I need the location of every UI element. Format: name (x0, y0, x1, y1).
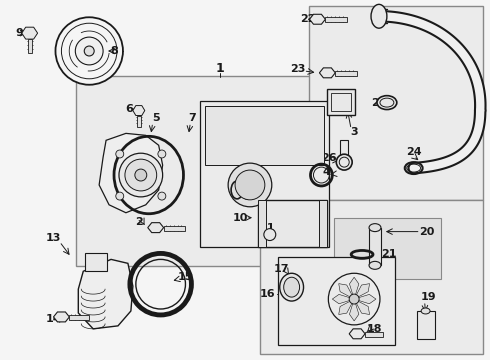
Circle shape (116, 192, 124, 200)
Text: 26: 26 (321, 153, 337, 163)
Ellipse shape (336, 154, 352, 170)
Bar (327, 89, 355, 114)
Text: 9: 9 (16, 28, 24, 38)
Bar (260, 200, 483, 354)
Text: 1: 1 (216, 62, 224, 75)
Bar (205, 105, 324, 165)
Bar (278, 257, 395, 345)
Text: 7: 7 (189, 113, 196, 123)
Bar (335, 71, 357, 76)
Polygon shape (319, 68, 335, 78)
Circle shape (75, 37, 103, 65)
Bar (365, 332, 383, 337)
Bar (70, 315, 89, 320)
Circle shape (158, 150, 166, 158)
Polygon shape (354, 284, 369, 299)
Text: 6: 6 (125, 104, 133, 113)
Bar (164, 226, 185, 231)
Polygon shape (354, 299, 369, 315)
Text: 12: 12 (230, 187, 246, 197)
Text: 4: 4 (322, 167, 330, 177)
Polygon shape (339, 299, 354, 315)
Text: 2: 2 (135, 217, 143, 227)
Text: 3: 3 (350, 127, 358, 138)
Polygon shape (349, 329, 365, 339)
Ellipse shape (371, 4, 387, 28)
Polygon shape (310, 14, 325, 24)
Text: 8: 8 (110, 46, 118, 56)
Text: 25: 25 (371, 98, 387, 108)
Bar (28, 39, 32, 53)
Ellipse shape (377, 96, 397, 109)
Text: 16: 16 (260, 289, 276, 299)
Bar (258, 200, 327, 247)
Circle shape (158, 192, 166, 200)
Bar (258, 200, 266, 247)
Polygon shape (349, 299, 359, 321)
Text: 22: 22 (300, 14, 315, 24)
Bar (310, 6, 483, 200)
Bar (340, 140, 348, 162)
Polygon shape (78, 260, 133, 329)
Ellipse shape (284, 277, 299, 297)
Circle shape (119, 153, 163, 197)
Polygon shape (99, 133, 163, 213)
Text: 18: 18 (366, 324, 382, 334)
Polygon shape (332, 294, 354, 304)
Polygon shape (133, 105, 145, 116)
Circle shape (349, 294, 359, 304)
Bar (76, 76, 359, 266)
Polygon shape (22, 27, 38, 39)
Bar (416, 311, 435, 339)
Ellipse shape (369, 224, 381, 231)
Polygon shape (148, 223, 164, 233)
Text: 17: 17 (274, 264, 290, 274)
Text: 15: 15 (178, 272, 193, 282)
Text: 11: 11 (260, 222, 275, 233)
Ellipse shape (421, 308, 430, 314)
Bar (369, 228, 381, 265)
Circle shape (125, 159, 157, 191)
Bar (319, 200, 327, 247)
Bar (331, 93, 351, 111)
Text: 19: 19 (421, 292, 437, 302)
Text: 10: 10 (232, 213, 248, 223)
Bar (137, 116, 141, 127)
Text: 21: 21 (381, 249, 396, 260)
Text: 20: 20 (419, 226, 434, 237)
Bar (200, 100, 329, 247)
Bar (334, 218, 441, 279)
Polygon shape (53, 312, 70, 322)
Circle shape (135, 169, 147, 181)
Circle shape (116, 150, 124, 158)
Circle shape (228, 163, 272, 207)
Text: 13: 13 (46, 233, 61, 243)
Text: 14: 14 (46, 314, 61, 324)
Bar (325, 17, 347, 22)
Text: 5: 5 (152, 113, 160, 123)
Circle shape (84, 46, 94, 56)
Bar (85, 253, 107, 271)
Ellipse shape (280, 273, 303, 301)
Polygon shape (349, 277, 359, 299)
Polygon shape (339, 284, 354, 299)
Circle shape (264, 229, 276, 240)
Circle shape (55, 17, 123, 85)
Circle shape (235, 170, 265, 200)
Ellipse shape (369, 261, 381, 269)
Polygon shape (354, 294, 376, 304)
Text: 24: 24 (406, 147, 421, 157)
Text: 23: 23 (290, 64, 305, 74)
